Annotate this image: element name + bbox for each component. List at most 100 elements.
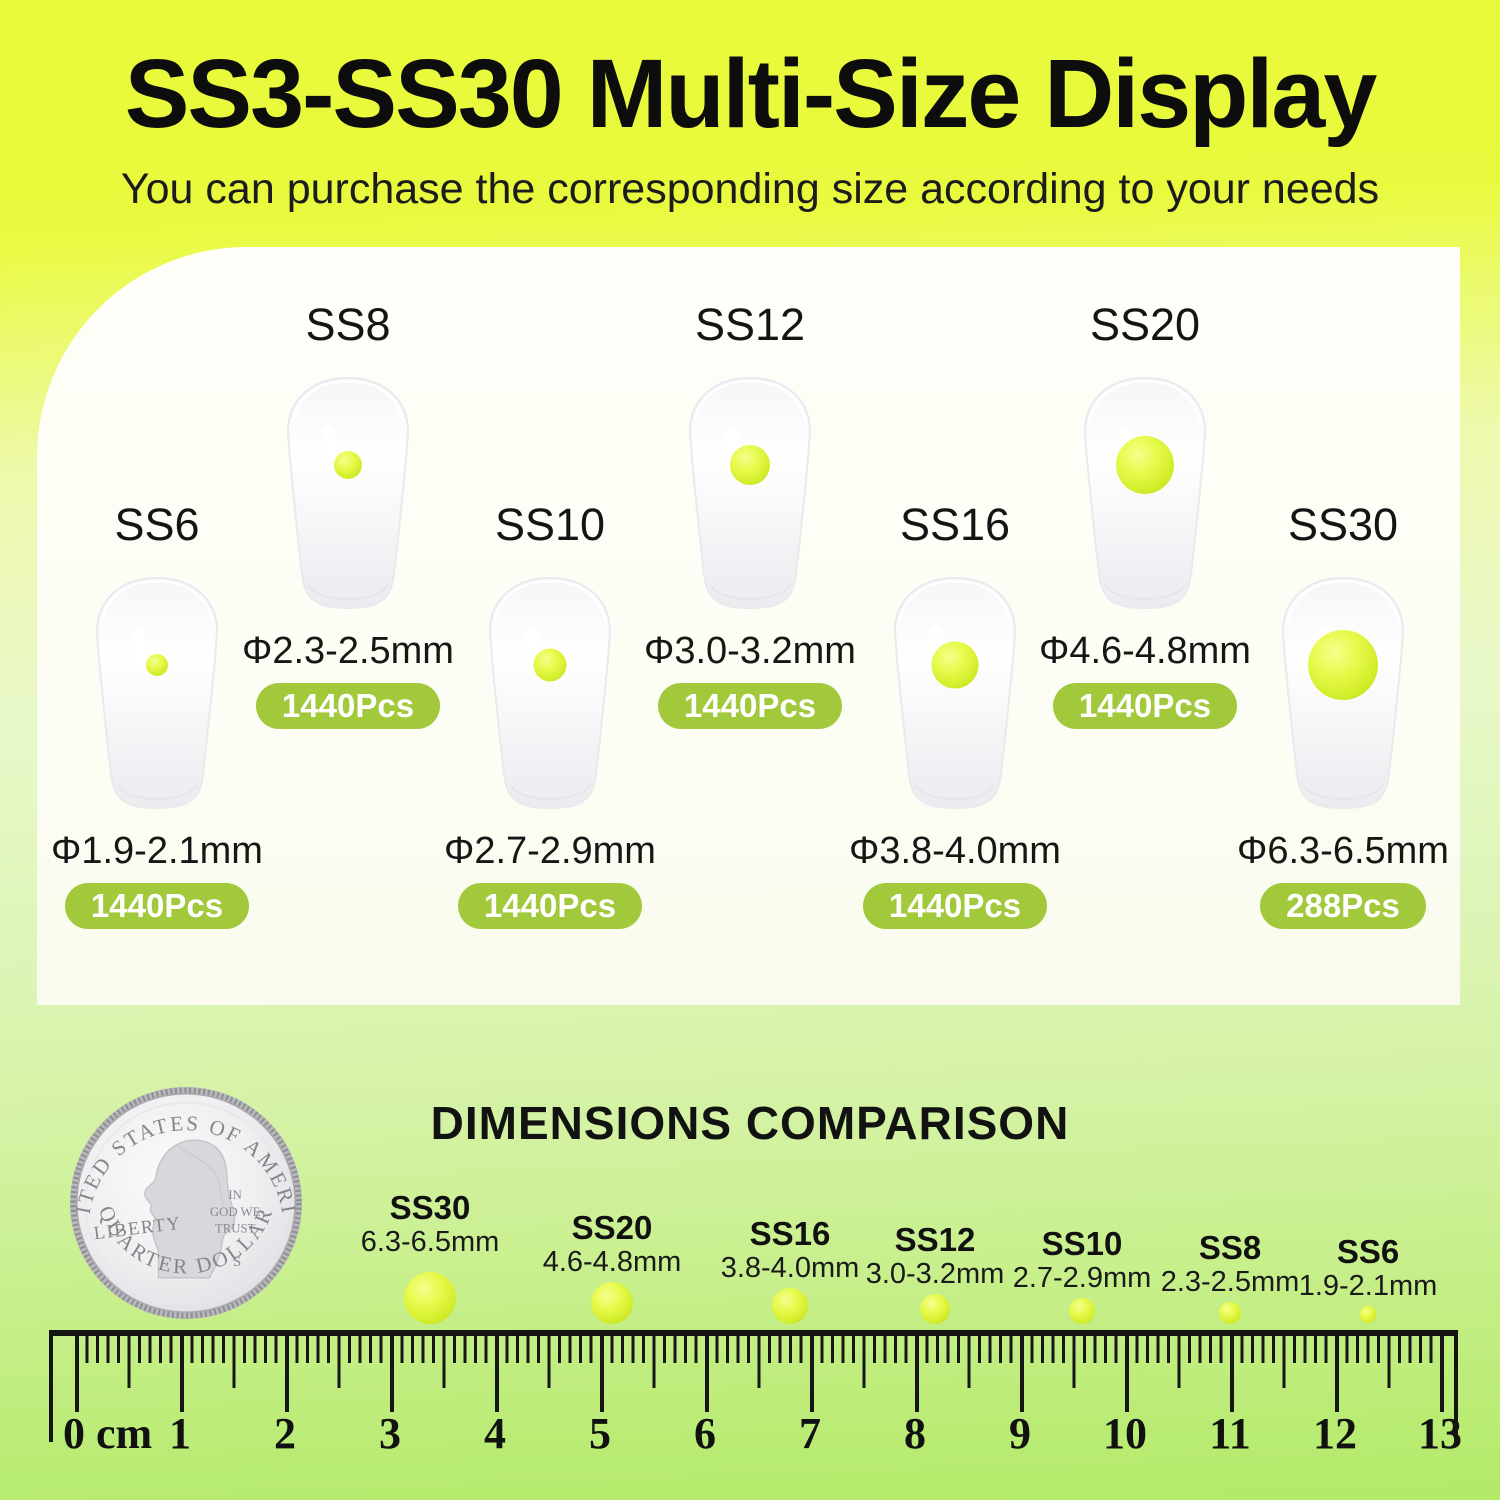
ruler-number: 9 <box>1009 1409 1031 1458</box>
nail-shape-graphic <box>488 576 612 810</box>
comparison-title: DIMENSIONS COMPARISON <box>430 1097 1070 1149</box>
comparison-size-range: 2.7-2.9mm <box>1012 1262 1152 1294</box>
rhinestone <box>730 445 770 485</box>
rhinestone-dot <box>772 1288 808 1324</box>
comparison-item-ss20: SS20 4.6-4.8mm <box>502 1209 722 1324</box>
comparison-item-ss12: SS12 3.0-3.2mm <box>825 1221 1045 1324</box>
rhinestone <box>931 641 979 689</box>
diameter-label: Φ1.9-2.1mm <box>51 830 263 872</box>
comparison-size-name: SS30 <box>389 1189 471 1226</box>
comparison-size-name: SS16 <box>749 1215 831 1252</box>
nail-tip-image <box>87 570 227 815</box>
ruler-number: 8 <box>904 1409 926 1458</box>
nail-tip-image <box>278 370 418 615</box>
diameter-label: Φ3.0-3.2mm <box>644 630 856 672</box>
rhinestone-dot <box>1219 1302 1241 1324</box>
rhinestone <box>334 451 362 479</box>
size-name: SS30 <box>1287 499 1399 550</box>
coin-mint-mark: S <box>233 1254 241 1270</box>
nail-shape-graphic <box>688 376 812 610</box>
size-card-ss30: SS30 Φ6.3-6.5mm 288Pcs <box>1203 500 1483 929</box>
quarter-coin-image: UNITED STATES OF AMERICA QUARTER DOLLAR … <box>68 1085 303 1320</box>
ruler-number: 4 <box>484 1409 506 1458</box>
ruler-cm-ticks <box>75 1336 1447 1412</box>
ruler-number: 11 <box>1209 1409 1251 1458</box>
rhinestone <box>146 654 168 676</box>
diameter-label: Φ6.3-6.5mm <box>1237 830 1449 872</box>
diameter-label: Φ2.3-2.5mm <box>242 630 454 672</box>
count-badge: 1440Pcs <box>457 883 643 929</box>
comparison-size-name: SS12 <box>894 1221 976 1258</box>
rhinestone-dot <box>1359 1306 1377 1323</box>
cm-ruler: 0 cm 1 2 3 4 5 6 7 8 9 10 11 12 13 <box>49 1330 1462 1458</box>
size-card-ss10: SS10 Φ2.7-2.9mm 1440Pcs <box>410 500 690 929</box>
size-name: SS6 <box>114 499 200 550</box>
nail-tip-image <box>480 570 620 815</box>
comparison-size-name: SS8 <box>1198 1229 1262 1266</box>
size-name: SS8 <box>305 299 391 350</box>
count-badge: 1440Pcs <box>862 883 1048 929</box>
size-card-ss6: SS6 Φ1.9-2.1mm 1440Pcs <box>17 500 297 929</box>
coin-motto-line1: IN <box>228 1188 241 1202</box>
ruler-number: 7 <box>799 1409 821 1458</box>
ruler-number: 12 <box>1313 1409 1357 1458</box>
nail-tip-image <box>1273 570 1413 815</box>
comparison-size-range: 1.9-2.1mm <box>1298 1270 1438 1302</box>
ruler-zero-label: 0 cm <box>63 1409 153 1458</box>
comparison-item-ss6: SS6 1.9-2.1mm <box>1258 1233 1478 1323</box>
page-title: SS3-SS30 Multi-Size Display <box>124 39 1378 148</box>
diameter-label: Φ4.6-4.8mm <box>1039 630 1251 672</box>
size-display-panel <box>37 247 1460 1005</box>
count-badge: 1440Pcs <box>657 683 843 729</box>
comparison-size-name: SS20 <box>571 1209 653 1246</box>
count-badge: 288Pcs <box>1260 883 1426 929</box>
rhinestone-dot <box>920 1294 950 1324</box>
comparison-item-ss10: SS10 2.7-2.9mm <box>972 1225 1192 1324</box>
diameter-label: Φ3.8-4.0mm <box>849 830 1061 872</box>
comparison-item-ss8: SS8 2.3-2.5mm <box>1120 1229 1340 1324</box>
ruler-number: 5 <box>589 1409 611 1458</box>
ruler-number: 13 <box>1418 1409 1462 1458</box>
coin-motto-line2: GOD WE <box>210 1205 261 1219</box>
size-card-ss16: SS16 Φ3.8-4.0mm 1440Pcs <box>815 500 1095 929</box>
comparison-size-range: 3.0-3.2mm <box>865 1258 1005 1290</box>
nail-tip-image <box>885 570 1025 815</box>
comparison-size-range: 2.3-2.5mm <box>1160 1266 1300 1298</box>
comparison-item-ss16: SS16 3.8-4.0mm <box>680 1215 900 1324</box>
comparison-size-range: 6.3-6.5mm <box>360 1226 500 1258</box>
rhinestone <box>533 648 567 682</box>
size-card-ss12: SS12 Φ3.0-3.2mm 1440Pcs <box>610 300 890 729</box>
size-name: SS16 <box>899 499 1011 550</box>
rhinestone-dot <box>591 1282 633 1324</box>
size-name: SS10 <box>494 499 606 550</box>
count-badge: 1440Pcs <box>1052 683 1238 729</box>
size-card-ss8: SS8 Φ2.3-2.5mm 1440Pcs <box>208 300 488 729</box>
rhinestone-dot <box>404 1272 456 1324</box>
rhinestone-dot <box>1069 1298 1095 1324</box>
comparison-item-ss30: SS30 6.3-6.5mm <box>320 1189 540 1324</box>
ruler-number: 1 <box>169 1409 191 1458</box>
coin-mint-motto-line3: TRUST <box>215 1222 256 1236</box>
nail-shape-graphic <box>893 576 1017 810</box>
ruler-number: 10 <box>1103 1409 1147 1458</box>
ruler-number: 3 <box>379 1409 401 1458</box>
comparison-size-name: SS10 <box>1041 1225 1123 1262</box>
comparison-size-range: 4.6-4.8mm <box>542 1246 682 1278</box>
nail-tip-image <box>680 370 820 615</box>
washington-profile <box>143 1139 236 1279</box>
page-subtitle: You can purchase the corresponding size … <box>120 165 1380 213</box>
rhinestone <box>1116 436 1174 494</box>
size-card-ss20: SS20 Φ4.6-4.8mm 1440Pcs <box>1005 300 1285 729</box>
ruler-number: 6 <box>694 1409 716 1458</box>
count-badge: 1440Pcs <box>255 683 441 729</box>
count-badge: 1440Pcs <box>64 883 250 929</box>
size-name: SS20 <box>1089 299 1201 350</box>
comparison-size-range: 3.8-4.0mm <box>720 1252 860 1284</box>
comparison-size-name: SS6 <box>1336 1233 1400 1270</box>
rhinestone <box>1308 630 1378 700</box>
size-name: SS12 <box>694 299 806 350</box>
nail-tip-image <box>1075 370 1215 615</box>
diameter-label: Φ2.7-2.9mm <box>444 830 656 872</box>
nail-shape-graphic <box>286 376 410 610</box>
